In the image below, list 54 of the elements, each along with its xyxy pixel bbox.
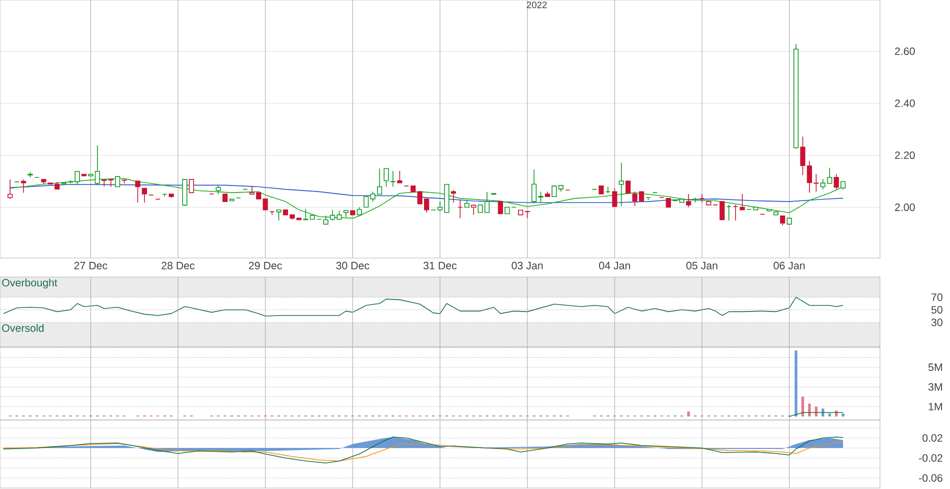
candlestick: [135, 180, 140, 203]
y-tick-label: 2.00: [895, 204, 915, 212]
band-label: Oversold: [2, 324, 44, 332]
y-tick-label: 2.40: [895, 99, 915, 108]
band-label: Overbought: [2, 278, 58, 289]
y-tick-label: 5M: [928, 364, 942, 371]
annotation: 2022: [526, 2, 547, 8]
x-tick-label: 06 Jan: [774, 262, 805, 270]
y-tick-label: 3M: [928, 383, 942, 391]
candlestick: [618, 162, 624, 206]
line-series: [2, 440, 844, 462]
y-tick-label: 2.60: [895, 47, 915, 56]
candlestick: [142, 188, 147, 203]
x-tick-label: 28 Dec: [162, 262, 195, 270]
candlestick: [8, 179, 13, 200]
bar: [794, 350, 798, 416]
x-tick-label: 31 Dec: [424, 262, 457, 270]
candlestick: [686, 194, 692, 208]
candlestick: [612, 188, 618, 207]
y-tick-label: 50: [931, 306, 942, 314]
x-tick-label: 30 Dec: [336, 262, 370, 270]
candlestick: [364, 196, 369, 208]
y-tick-label: 30: [931, 318, 942, 326]
candlestick: [262, 198, 268, 210]
bar: [808, 404, 811, 416]
candlestick: [720, 201, 725, 220]
x-tick-label: 05 Jan: [686, 262, 718, 270]
candlestick: [390, 170, 396, 188]
y-tick-label: 70: [932, 293, 942, 301]
candlestick: [740, 194, 745, 210]
x-tick-label: 03 Jan: [512, 262, 543, 270]
bar: [687, 412, 690, 416]
bar: [842, 414, 844, 416]
y-tick-label: -0.02: [919, 454, 942, 462]
candlestick: [102, 180, 107, 188]
x-tick-label: 29 Dec: [248, 262, 282, 270]
candlestick: [780, 215, 786, 226]
candlestick: [626, 180, 631, 194]
candlestick: [115, 176, 120, 188]
bar: [828, 414, 831, 416]
candlestick: [384, 168, 389, 188]
line-series: [2, 436, 844, 464]
candlestick: [276, 209, 282, 221]
candlestick: [94, 144, 100, 186]
candlestick: [834, 174, 839, 190]
y-tick-label: -0.06: [919, 474, 942, 482]
candlestick: [397, 170, 402, 184]
candlestick: [108, 179, 114, 188]
y-tick-label: 2.20: [895, 151, 915, 160]
y-tick-label: 1M: [928, 402, 942, 410]
y-tick-label: 0.02: [922, 434, 942, 442]
candlestick: [498, 201, 504, 214]
x-tick-label: 04 Jan: [599, 262, 630, 270]
x-tick-label: 27 Dec: [74, 262, 108, 270]
